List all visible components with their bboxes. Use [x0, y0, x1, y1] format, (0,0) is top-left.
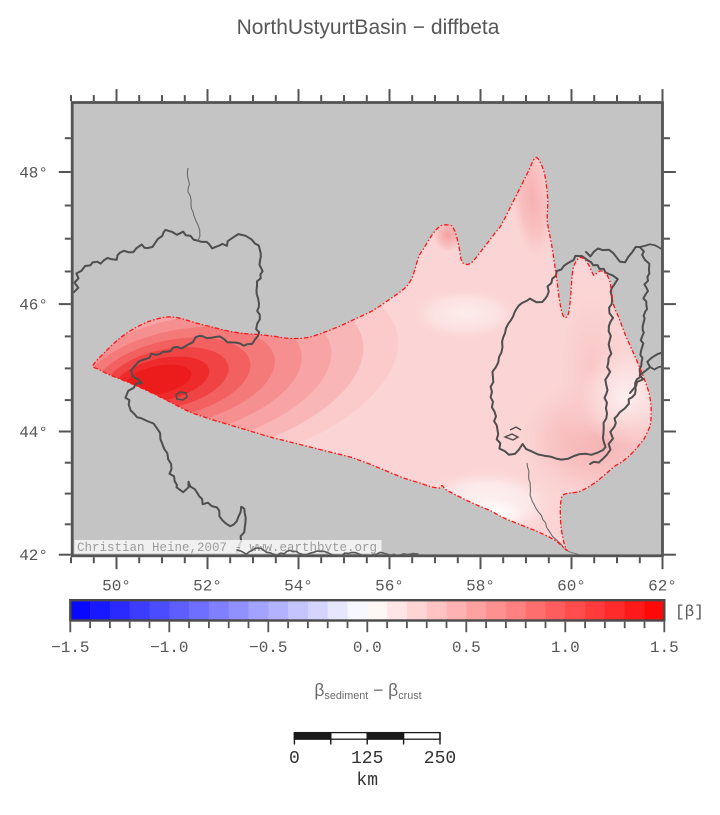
svg-text:50°: 50°	[102, 578, 131, 596]
svg-text:0: 0	[289, 749, 300, 769]
svg-text:−1.5: −1.5	[51, 639, 89, 657]
svg-text:48°: 48°	[19, 165, 48, 183]
svg-text:52°: 52°	[193, 578, 222, 596]
svg-text:NorthUstyurtBasin − diffbeta: NorthUstyurtBasin − diffbeta	[237, 16, 500, 39]
svg-text:−0.5: −0.5	[249, 639, 287, 657]
svg-text:km: km	[356, 771, 378, 791]
svg-text:54°: 54°	[284, 578, 313, 596]
svg-text:−1.0: −1.0	[150, 639, 188, 657]
svg-text:[β]: [β]	[675, 603, 704, 621]
svg-text:1.5: 1.5	[650, 639, 679, 657]
svg-text:42°: 42°	[19, 547, 48, 565]
svg-text:βsediment − βcrust: βsediment − βcrust	[314, 680, 421, 702]
svg-text:62°: 62°	[648, 578, 677, 596]
svg-text:Christian Heine,2007 - www.ear: Christian Heine,2007 - www.earthbyte.org	[77, 541, 377, 555]
svg-text:56°: 56°	[375, 578, 404, 596]
svg-text:1.0: 1.0	[551, 639, 580, 657]
svg-text:58°: 58°	[466, 578, 495, 596]
svg-text:250: 250	[424, 749, 456, 769]
svg-text:44°: 44°	[19, 424, 48, 442]
svg-text:0.0: 0.0	[353, 639, 382, 657]
svg-text:125: 125	[351, 749, 383, 769]
svg-text:46°: 46°	[19, 297, 48, 315]
svg-text:0.5: 0.5	[452, 639, 481, 657]
svg-text:60°: 60°	[557, 578, 586, 596]
